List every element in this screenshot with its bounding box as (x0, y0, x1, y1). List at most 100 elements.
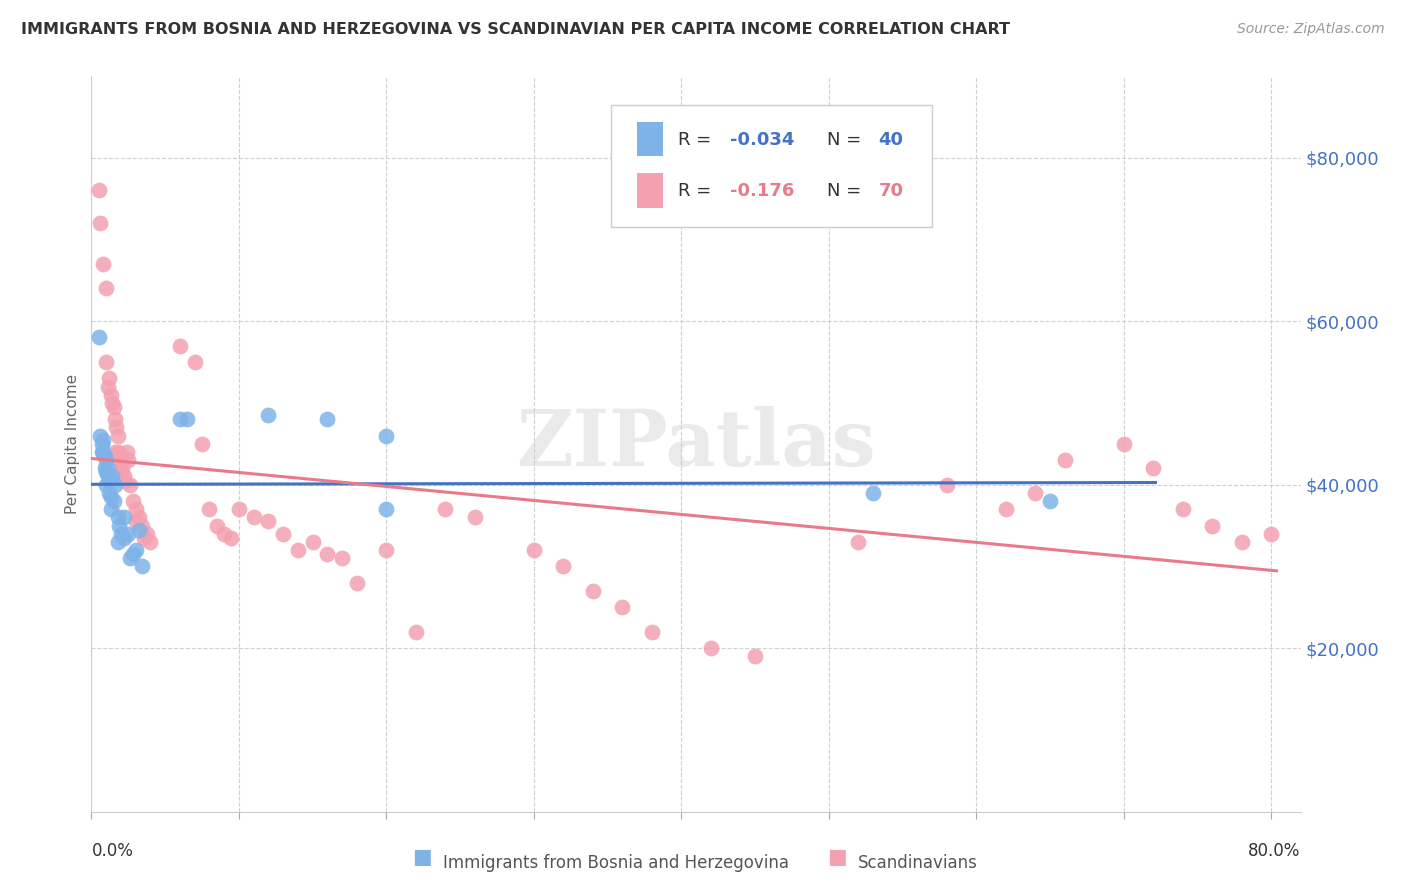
Point (110, 526, 132, 541)
Point (105, 420, 128, 434)
Point (330, 551, 353, 566)
Point (1053, 453, 1076, 467)
Point (94, 281, 117, 295)
Text: Scandinavians: Scandinavians (858, 855, 977, 872)
Text: N =: N = (827, 182, 866, 201)
Point (97, 469, 120, 483)
Point (375, 428, 398, 442)
Point (90, 436, 112, 450)
Text: N =: N = (827, 131, 866, 149)
Point (257, 515, 280, 529)
Point (91, 433, 114, 447)
Point (107, 445, 129, 459)
Point (114, 474, 136, 488)
Point (117, 453, 139, 467)
Point (1260, 526, 1282, 541)
Point (846, 534, 869, 549)
Point (346, 575, 368, 590)
Point (316, 412, 339, 426)
Point (523, 543, 546, 558)
Point (108, 453, 131, 467)
Point (89, 216, 111, 230)
Point (128, 523, 150, 537)
Point (91, 257, 114, 271)
Point (98, 474, 121, 488)
Point (112, 510, 135, 524)
Point (862, 485, 884, 500)
Text: 0.0%: 0.0% (91, 842, 134, 860)
Point (176, 412, 198, 426)
Point (1171, 502, 1194, 516)
Point (191, 436, 214, 450)
Point (212, 526, 235, 541)
Point (1142, 461, 1164, 475)
Point (112, 469, 135, 483)
Point (405, 624, 427, 639)
Point (101, 469, 124, 483)
Point (124, 515, 146, 529)
Point (744, 649, 766, 664)
Point (94, 453, 117, 467)
Point (103, 494, 125, 508)
Point (104, 477, 127, 491)
Text: 70: 70 (879, 182, 904, 201)
Point (107, 534, 129, 549)
Point (97, 379, 120, 393)
Point (228, 502, 250, 516)
Point (107, 510, 129, 524)
Point (935, 477, 957, 491)
Bar (637, 121, 664, 156)
Point (198, 502, 221, 516)
Point (699, 641, 721, 656)
Point (1039, 494, 1062, 508)
Point (464, 510, 486, 524)
Point (124, 543, 146, 558)
Point (134, 531, 156, 545)
Point (104, 412, 127, 426)
Point (100, 502, 122, 516)
FancyBboxPatch shape (612, 105, 932, 227)
Point (257, 408, 280, 422)
Point (131, 559, 153, 574)
Point (118, 551, 141, 566)
Point (553, 559, 575, 574)
Point (90, 445, 112, 459)
Point (271, 526, 294, 541)
Point (89, 428, 111, 442)
Point (94, 477, 117, 491)
Point (111, 461, 134, 475)
Point (131, 518, 153, 533)
Point (1112, 436, 1135, 450)
Point (287, 543, 309, 558)
Point (375, 543, 398, 558)
Point (107, 428, 129, 442)
Point (112, 531, 135, 545)
Text: Source: ZipAtlas.com: Source: ZipAtlas.com (1237, 22, 1385, 37)
Point (994, 502, 1017, 516)
Text: -0.034: -0.034 (730, 131, 794, 149)
Point (108, 518, 131, 533)
Point (434, 502, 457, 516)
Point (100, 490, 122, 504)
Point (103, 400, 125, 414)
Point (221, 531, 243, 545)
Point (242, 510, 264, 524)
Text: R =: R = (678, 131, 717, 149)
Point (169, 338, 191, 352)
Point (87, 183, 110, 197)
Point (375, 502, 398, 516)
Text: Immigrants from Bosnia and Herzegovina: Immigrants from Bosnia and Herzegovina (443, 855, 789, 872)
Point (1024, 485, 1046, 500)
Point (612, 600, 634, 615)
Point (641, 624, 664, 639)
Point (115, 445, 138, 459)
Point (97, 461, 120, 475)
Point (316, 547, 339, 561)
Point (110, 449, 132, 463)
Text: R =: R = (678, 182, 723, 201)
Point (98, 371, 121, 385)
Bar (637, 173, 664, 208)
Text: ■: ■ (827, 847, 846, 867)
Point (104, 445, 127, 459)
Point (139, 534, 162, 549)
